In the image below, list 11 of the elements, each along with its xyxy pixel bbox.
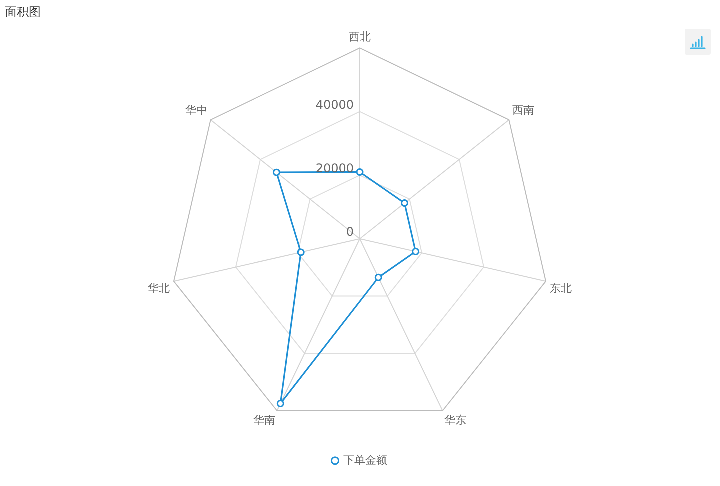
text: 面积图: [5, 4, 41, 21]
spoke-label: 西北: [349, 30, 371, 44]
spoke-label: 东北: [550, 282, 572, 295]
spoke-label: 华东: [444, 414, 467, 427]
legend-label: 下单金额: [343, 454, 388, 467]
spoke-label: 西南: [512, 104, 534, 117]
y-tick-label: 0: [346, 225, 354, 239]
y-tick-label: 40000: [316, 98, 354, 112]
spoke-label: 华北: [148, 282, 170, 295]
spoke-label: 华中: [186, 104, 208, 117]
spoke-label: 华南: [253, 414, 276, 427]
